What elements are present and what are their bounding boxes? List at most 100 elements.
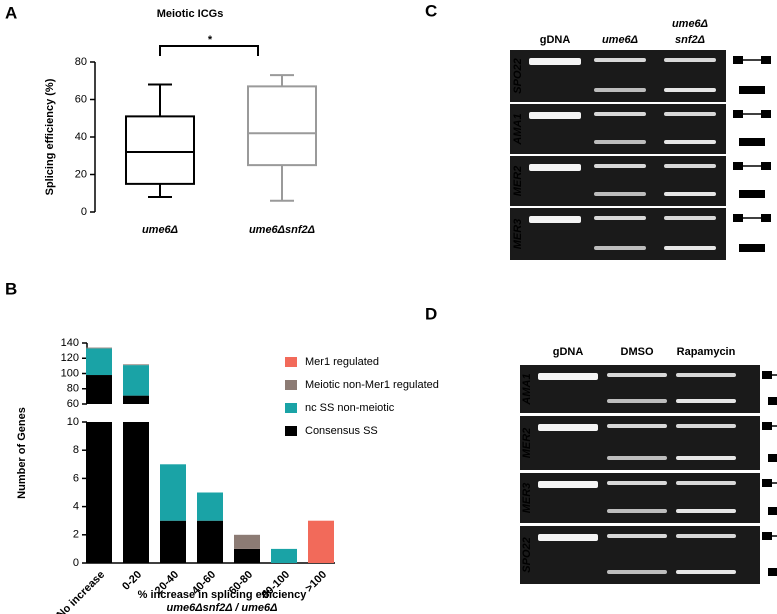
gel-band: [594, 216, 646, 220]
significance-bracket: [159, 45, 259, 56]
spliced-icon: [768, 397, 777, 405]
gel-band: [594, 140, 646, 144]
x-tick-label: ume6Δsnf2Δ: [249, 224, 315, 236]
gel-band: [607, 424, 667, 428]
legend-swatch: [285, 403, 297, 413]
exon-icon: [762, 479, 772, 487]
y-tick-label: 40: [75, 131, 87, 143]
gel-band: [664, 164, 716, 168]
gel-strip: [520, 365, 760, 413]
panel-letter: B: [5, 279, 17, 298]
significance-star: *: [208, 34, 213, 46]
spliced-icon: [739, 190, 765, 198]
bar-segment: [197, 520, 223, 563]
lane-label: ume6Δ: [602, 34, 638, 46]
lane-label: gDNA: [553, 346, 584, 358]
gel-band: [529, 216, 581, 223]
bar-segment: [86, 348, 112, 376]
x-tick-label: >100: [303, 569, 329, 595]
y-tick-label: 4: [73, 501, 79, 513]
bar-segment: [123, 364, 149, 366]
y-tick-label: 6: [73, 472, 79, 484]
gel-band: [676, 534, 736, 538]
gel-band: [594, 88, 646, 92]
gene-label: MER2: [521, 428, 533, 459]
gel-band: [538, 481, 598, 488]
y-tick-label: 20: [75, 168, 87, 180]
gel-band: [529, 112, 581, 119]
gel-band: [607, 456, 667, 460]
gene-label: AMA1: [521, 373, 533, 405]
box: [247, 85, 317, 167]
panel-letter: D: [425, 304, 437, 323]
spliced-icon: [768, 568, 777, 576]
gel-band: [676, 456, 736, 460]
bar-segment: [123, 422, 149, 563]
bar-segment: [308, 520, 334, 563]
y-tick-label: 80: [67, 383, 79, 395]
legend-label: Meiotic non-Mer1 regulated: [305, 379, 439, 391]
gene-label: MER3: [512, 219, 524, 250]
panel-letter: A: [5, 3, 17, 22]
gel-band: [664, 88, 716, 92]
gel-band: [594, 58, 646, 62]
legend-label: nc SS non-meiotic: [305, 402, 395, 414]
box: [125, 115, 195, 185]
gel-band: [664, 58, 716, 62]
exon-icon: [761, 110, 771, 118]
x-tick-label: ume6Δ: [142, 224, 178, 236]
y-tick-label: 140: [61, 337, 79, 349]
lane-label: gDNA: [540, 34, 571, 46]
gel-band: [538, 534, 598, 541]
gel-band: [607, 399, 667, 403]
exon-icon: [733, 162, 743, 170]
gel-band: [529, 58, 581, 65]
gel-strip: [510, 208, 726, 260]
exon-icon: [733, 214, 743, 222]
gel-band: [664, 246, 716, 250]
spliced-icon: [739, 244, 765, 252]
lane-label: snf2Δ: [675, 34, 705, 46]
gel-band: [607, 481, 667, 485]
bar-segment: [123, 365, 149, 396]
gel-band: [529, 164, 581, 171]
bar-segment: [86, 347, 112, 349]
x-axis-sublabel: ume6Δsnf2Δ / ume6Δ: [166, 602, 277, 614]
panel-letter: C: [425, 1, 437, 20]
gel-band: [664, 112, 716, 116]
gel-strip: [510, 156, 726, 206]
y-tick-label: 100: [61, 367, 79, 379]
y-tick-label: 0: [73, 557, 79, 569]
y-axis-label: Splicing efficiency (%): [44, 78, 56, 195]
gel-band: [664, 192, 716, 196]
y-tick-label: 80: [75, 56, 87, 68]
gel-band: [594, 192, 646, 196]
exon-icon: [762, 371, 772, 379]
gel-band: [538, 373, 598, 380]
legend-swatch: [285, 357, 297, 367]
spliced-icon: [739, 86, 765, 94]
gel-band: [594, 246, 646, 250]
gel-band: [676, 399, 736, 403]
legend-swatch: [285, 380, 297, 390]
gene-label: SPO22: [521, 537, 533, 572]
x-axis-label: % increase in splicing efficiency: [138, 589, 308, 601]
gel-band: [676, 424, 736, 428]
gel-band: [676, 509, 736, 513]
lane-label: ume6Δ: [672, 18, 708, 30]
gel-strip: [510, 104, 726, 154]
exon-icon: [761, 56, 771, 64]
chart-title: Meiotic ICGs: [157, 8, 224, 20]
exon-icon: [761, 214, 771, 222]
y-tick-label: 60: [75, 93, 87, 105]
exon-icon: [733, 56, 743, 64]
y-tick-label: 8: [73, 444, 79, 456]
bar-segment: [123, 395, 149, 404]
gel-band: [538, 424, 598, 431]
y-tick-label: 0: [81, 206, 87, 218]
bar-segment: [160, 464, 186, 521]
gene-label: MER2: [512, 166, 524, 197]
gel-band: [607, 534, 667, 538]
bar-segment: [197, 492, 223, 521]
